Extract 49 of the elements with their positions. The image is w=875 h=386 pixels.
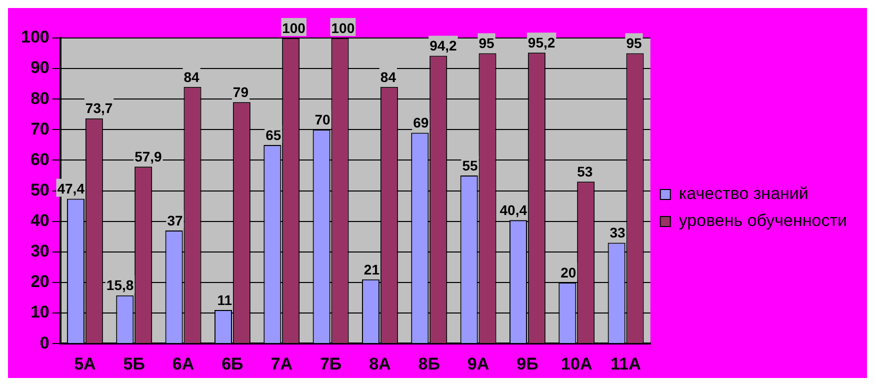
data-label: 79 xyxy=(232,84,249,100)
y-tick-label: 80 xyxy=(30,88,50,108)
data-label: 33 xyxy=(610,224,626,241)
y-tick-label: 0 xyxy=(40,333,50,352)
data-label: 95 xyxy=(478,35,495,52)
y-tick-label: 100 xyxy=(20,28,50,47)
data-label: 47,4 xyxy=(57,180,85,197)
y-tick-label: 30 xyxy=(30,242,50,261)
data-label: 70 xyxy=(314,112,331,128)
data-label: 69 xyxy=(413,114,429,131)
y-tick-label: 70 xyxy=(30,119,50,138)
data-label: 94,2 xyxy=(430,38,458,54)
y-tick-label: 10 xyxy=(30,302,50,322)
data-label: 65 xyxy=(266,126,282,143)
x-tick-label: 5А xyxy=(74,354,96,374)
y-tick-label: 60 xyxy=(30,150,50,169)
data-label: 20 xyxy=(560,264,576,280)
data-label: 73,7 xyxy=(85,100,113,116)
data-label: 100 xyxy=(282,20,306,36)
data-label: 21 xyxy=(364,261,380,278)
x-tick-label: 8Б xyxy=(418,354,440,374)
x-tick-label: 9А xyxy=(467,354,490,374)
legend-label: качество знаний xyxy=(678,184,808,204)
data-label: 53 xyxy=(577,163,593,180)
x-tick-label: 5Б xyxy=(123,354,145,374)
data-label: 57,9 xyxy=(134,148,162,165)
x-tick-label: 6Б xyxy=(222,354,244,374)
data-label: 84 xyxy=(380,68,396,85)
data-label: 84 xyxy=(184,68,200,85)
x-tick-label: 7Б xyxy=(320,354,342,374)
x-tick-label: 6А xyxy=(172,354,194,374)
data-label: 11 xyxy=(217,292,232,308)
data-label: 15,8 xyxy=(106,277,134,294)
x-tick-label: 8А xyxy=(369,354,391,374)
y-tick-label: 40 xyxy=(30,211,50,230)
data-label: 95,2 xyxy=(528,34,556,51)
y-tick-label: 20 xyxy=(30,272,50,292)
data-label: 37 xyxy=(167,212,184,228)
x-tick-label: 9Б xyxy=(516,354,538,374)
x-tick-label: 11А xyxy=(610,354,641,374)
x-tick-label: 10А xyxy=(561,354,592,374)
data-label: 100 xyxy=(331,20,355,36)
legend-label: уровень обученности xyxy=(678,211,847,230)
data-label: 95 xyxy=(626,35,642,52)
y-tick-label: 90 xyxy=(30,58,50,78)
data-label: 40,4 xyxy=(500,202,528,218)
y-tick-label: 50 xyxy=(30,180,50,200)
data-label: 55 xyxy=(462,157,478,174)
x-tick-label: 7А xyxy=(270,354,292,374)
